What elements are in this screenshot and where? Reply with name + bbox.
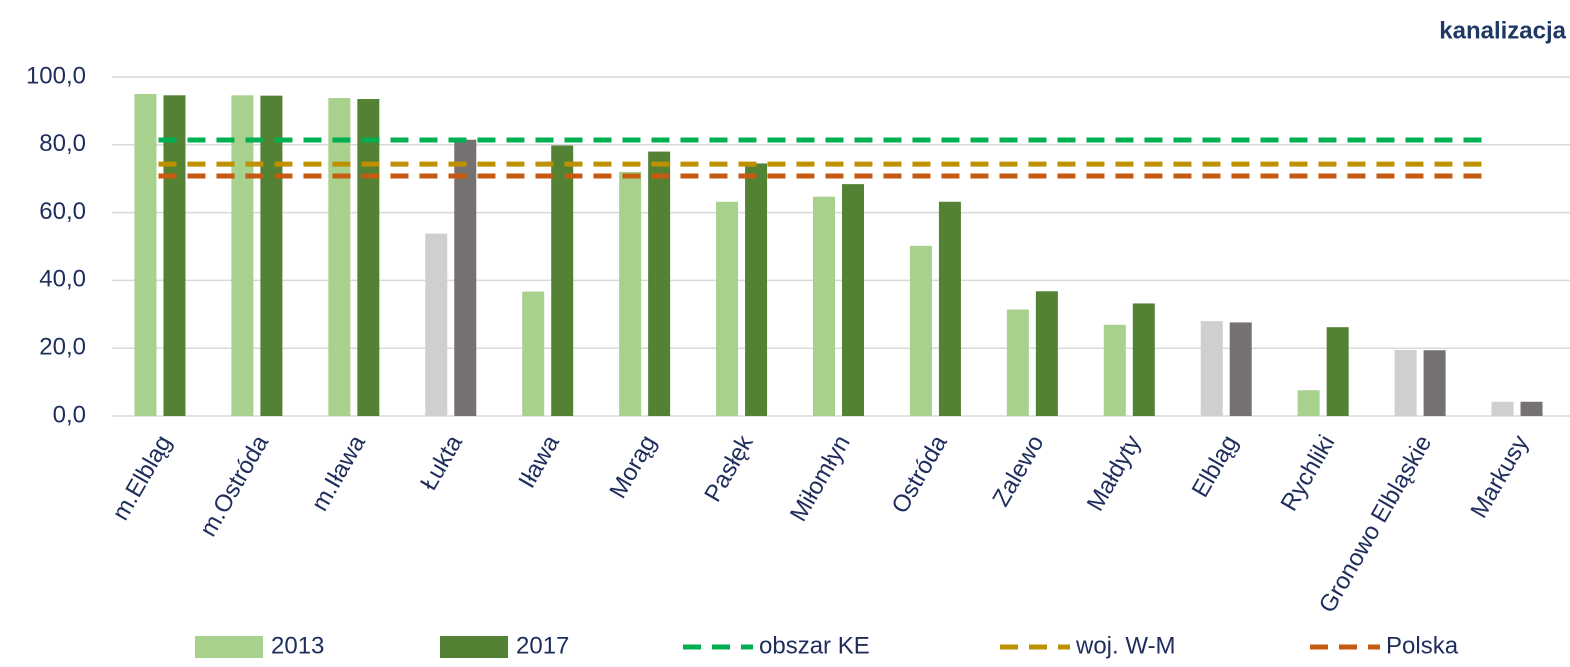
x-tick-label: Gronowo Elbląskie — [1314, 431, 1437, 618]
bar — [357, 99, 380, 416]
bar — [619, 171, 642, 416]
bar — [1132, 303, 1155, 416]
bar — [1006, 309, 1029, 416]
x-tick-label: Elbląg — [1187, 431, 1244, 502]
x-tick-label: Ostróda — [887, 430, 953, 518]
x-tick-label: Miłomłyn — [785, 431, 856, 527]
x-tick-label: Pasłęk — [699, 430, 759, 507]
x-tick-label: Zalewo — [987, 431, 1049, 512]
bar — [745, 163, 768, 416]
legend-label: 2017 — [516, 632, 569, 659]
legend-label: obszar KE — [759, 632, 870, 659]
bar — [231, 95, 254, 416]
bar — [1035, 291, 1058, 416]
legend-swatch — [195, 636, 263, 658]
legend-label: woj. W-M — [1075, 632, 1176, 659]
y-tick-label: 100,0 — [26, 62, 86, 89]
bar — [648, 151, 671, 416]
x-tick-label: m.Ostróda — [195, 430, 275, 541]
bar — [813, 196, 835, 416]
bar — [134, 93, 157, 416]
y-tick-label: 20,0 — [39, 334, 86, 361]
x-tick-label: Iława — [513, 430, 565, 493]
legend-label: 2013 — [271, 632, 324, 659]
bar — [551, 145, 574, 416]
bar — [1394, 349, 1417, 416]
x-tick-label: Rychliki — [1276, 431, 1341, 516]
bar — [454, 139, 477, 416]
bar — [1520, 401, 1543, 416]
bar — [425, 233, 448, 416]
bar — [260, 95, 283, 417]
y-tick-label: 60,0 — [39, 198, 86, 225]
bar — [522, 291, 545, 416]
x-tick-label: Małdyty — [1082, 431, 1147, 516]
bar — [1200, 321, 1223, 416]
x-tick-label: m.Elbląg — [107, 431, 177, 525]
y-tick-label: 0,0 — [53, 401, 86, 428]
legend-swatch — [440, 636, 508, 658]
x-tick-label: Markusy — [1465, 431, 1534, 523]
legend-label: Polska — [1386, 632, 1459, 659]
x-tick-label: Łukta — [415, 430, 468, 495]
bar — [716, 201, 739, 416]
bar — [163, 95, 186, 416]
bar — [1326, 327, 1349, 416]
x-tick-label: Morąg — [604, 431, 661, 503]
y-tick-label: 80,0 — [39, 130, 86, 157]
bar — [1103, 324, 1126, 416]
bar — [328, 98, 351, 416]
bar — [1297, 390, 1320, 416]
x-tick-label: m.Iława — [306, 430, 371, 516]
bar — [1491, 401, 1514, 416]
bar — [909, 245, 932, 416]
bar — [938, 201, 961, 416]
bar — [1229, 322, 1252, 416]
bar — [1423, 350, 1446, 416]
bar — [842, 184, 864, 416]
y-tick-label: 40,0 — [39, 266, 86, 293]
chart-title: kanalizacja — [1439, 17, 1566, 44]
